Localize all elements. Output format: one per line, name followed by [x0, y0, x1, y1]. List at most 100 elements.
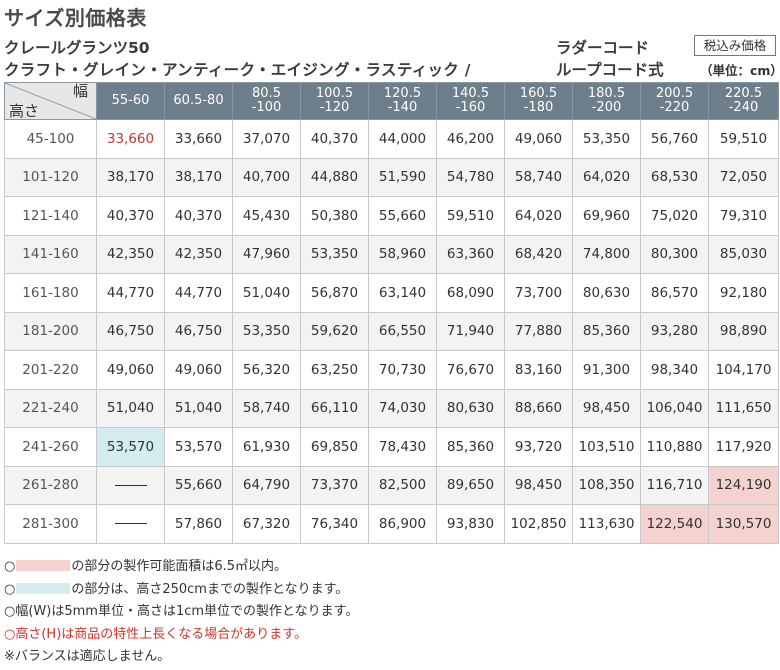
- width-header-line1: 180.5: [587, 86, 626, 101]
- price-cell: 53,350: [300, 234, 369, 274]
- price-cell: 73,700: [504, 273, 573, 313]
- table-row: 281-300 57,860 67,320 76,340 86,900 93,830 102…: [4, 504, 779, 544]
- width-header-0: 55-60: [96, 82, 165, 120]
- width-header-line1: 100.5: [315, 86, 354, 101]
- width-header-line1: 160.5: [519, 86, 558, 101]
- notes-section: ○ の部分の製作可能面積は6.5㎡以内。 ○ の部分は、高さ250cmまでの製作とな…: [4, 556, 358, 669]
- price-cell: 74,800: [572, 234, 641, 274]
- pink-swatch: [16, 560, 71, 571]
- price-cell: 89,650: [436, 465, 505, 505]
- price-cell: 47,960: [232, 234, 301, 274]
- price-cell: 69,850: [300, 427, 369, 467]
- width-header-row: 幅 高さ 55-60 60.5-80 80.5 -100 100.5 -120 120.5-…: [4, 82, 779, 120]
- price-cell: 58,960: [368, 234, 437, 274]
- price-cell: 103,510: [572, 427, 641, 467]
- unit-label: （単位：cm）: [700, 63, 780, 78]
- price-cell: 75,020: [640, 196, 709, 236]
- table-row: 221-240 51,040 51,040 58,740 66,110 74,030 80,…: [4, 388, 779, 428]
- price-cell: 83,160: [504, 350, 573, 390]
- price-cell: 49,060: [504, 119, 573, 159]
- price-cell: 44,770: [96, 273, 165, 313]
- price-cell: 72,050: [708, 157, 779, 197]
- price-cell: 113,630: [572, 504, 641, 544]
- width-header-line2: -240: [728, 100, 759, 115]
- note-unit: ○幅(W)は5mm単位・高さは1cm単位での製作となります。: [4, 604, 359, 619]
- price-cell: 93,280: [640, 311, 709, 351]
- width-header-7: 180.5 -200: [572, 82, 641, 120]
- note-height-warning: ○高さ(H)は商品の特性上長くなる場合があります。: [4, 626, 307, 642]
- price-cell: 117,920: [708, 427, 779, 467]
- price-cell: 68,530: [640, 157, 709, 197]
- price-cell: 73,370: [300, 465, 369, 505]
- price-cell: 76,340: [300, 504, 369, 544]
- price-cell: 64,020: [572, 157, 641, 197]
- note-valance: ※バランスは適応しません。: [4, 649, 171, 664]
- blue-swatch: [16, 582, 71, 594]
- price-table-body: 45-100 33,660 33,660 37,070 40,370 44,000 46,2…: [4, 119, 779, 544]
- height-range-cell: 221-240: [4, 388, 97, 428]
- price-cell: 66,550: [368, 311, 437, 351]
- price-cell: 46,750: [164, 311, 233, 351]
- price-cell: 40,370: [164, 196, 233, 236]
- price-cell: 124,190: [708, 465, 779, 505]
- price-cell: 68,090: [436, 273, 505, 313]
- price-cell: 74,030: [368, 388, 437, 428]
- price-cell: 59,620: [300, 311, 369, 351]
- width-header-line2: -140: [387, 100, 418, 115]
- height-range-cell: 45-100: [4, 119, 97, 159]
- price-cell: 45,430: [232, 196, 301, 236]
- price-cell: 53,350: [572, 119, 641, 159]
- price-cell: 59,510: [436, 196, 505, 236]
- height-range-cell: 121-140: [4, 196, 97, 236]
- table-row: 261-280 55,660 64,790 73,370 82,500 89,650 98,…: [4, 465, 779, 505]
- tax-included-badge: 税込み価格: [694, 35, 776, 56]
- price-cell: 33,660: [96, 119, 165, 159]
- height-range-cell: 141-160: [4, 234, 97, 274]
- price-cell: 40,370: [96, 196, 165, 236]
- price-cell: 49,060: [96, 350, 165, 390]
- height-range-cell: 241-260: [4, 427, 97, 467]
- width-header-8: 200.5 -220: [640, 82, 709, 120]
- height-range-cell: 101-120: [4, 157, 97, 197]
- price-cell: 40,370: [300, 119, 369, 159]
- table-row: 201-220 49,060 49,060 56,320 63,250 70,730 76,…: [4, 350, 779, 390]
- width-header-line2: -160: [455, 100, 486, 115]
- price-cell: 86,900: [368, 504, 437, 544]
- price-cell: 122,540: [640, 504, 709, 544]
- price-cell: 108,350: [572, 465, 641, 505]
- price-cell: 98,340: [640, 350, 709, 390]
- price-cell: 98,450: [504, 465, 573, 505]
- price-cell: 116,710: [640, 465, 709, 505]
- price-cell: 63,360: [436, 234, 505, 274]
- width-header-9: 220.5 -240: [708, 82, 779, 120]
- note-bullet: ○: [4, 559, 16, 574]
- price-cell: 93,720: [504, 427, 573, 467]
- width-header-line1: 200.5: [655, 86, 694, 101]
- price-cell: 42,350: [96, 234, 165, 274]
- note-blue-text: の部分は、高さ250cmまでの製作となります。: [71, 581, 349, 597]
- price-cell: 51,040: [232, 273, 301, 313]
- price-cell: 59,510: [708, 119, 779, 159]
- price-cell: 76,670: [436, 350, 505, 390]
- width-header-2: 80.5 -100: [232, 82, 301, 120]
- price-cell: 106,040: [640, 388, 709, 428]
- height-range-cell: 281-300: [4, 504, 97, 544]
- price-cell: 61,930: [232, 427, 301, 467]
- table-row: 161-180 44,770 44,770 51,040 56,870 63,140 68,…: [4, 273, 779, 313]
- price-cell: 104,170: [708, 350, 779, 390]
- price-cell: 53,570: [96, 427, 165, 467]
- width-header-line2: -100: [251, 100, 282, 115]
- price-cell: 86,570: [640, 273, 709, 313]
- price-cell: 55,660: [164, 465, 233, 505]
- price-cell: 57,860: [164, 504, 233, 544]
- price-cell: 80,630: [572, 273, 641, 313]
- table-row: 241-260 53,570 53,570 61,930 69,850 78,430 85,…: [4, 427, 779, 467]
- dash-mark: [114, 523, 147, 525]
- price-cell: 38,170: [96, 157, 165, 197]
- height-range-cell: 261-280: [4, 465, 97, 505]
- price-cell: 91,300: [572, 350, 641, 390]
- width-axis-label: 幅: [72, 82, 88, 100]
- price-cell: 37,070: [232, 119, 301, 159]
- price-cell: 70,730: [368, 350, 437, 390]
- price-cell: 51,040: [164, 388, 233, 428]
